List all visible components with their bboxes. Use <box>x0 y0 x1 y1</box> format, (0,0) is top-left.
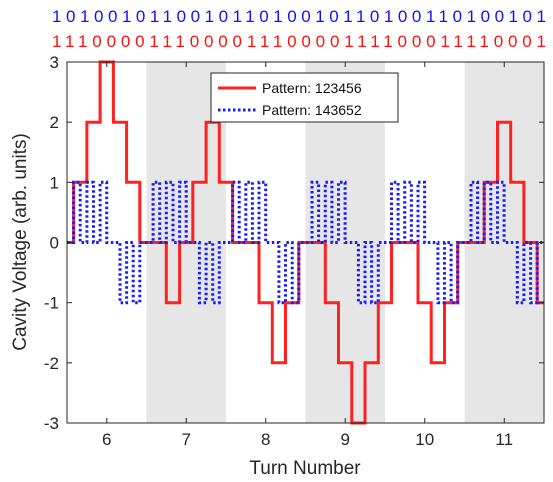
series-layer <box>67 60 544 425</box>
x-tick-label: 7 <box>182 430 191 449</box>
y-axis-label: Cavity Voltage (arb. units) <box>10 133 31 351</box>
x-tick-label: 11 <box>495 430 513 449</box>
x-tick-label: 9 <box>341 430 350 449</box>
x-axis-label: Turn Number <box>249 458 361 479</box>
y-tick-label: 1 <box>50 173 59 192</box>
x-tick-label: 10 <box>415 430 434 449</box>
series-line-143652 <box>67 180 544 305</box>
bit-row-blue: 101001011001011010010110100110100101 <box>52 7 546 26</box>
y-tick-label: 3 <box>50 53 59 72</box>
y-tick-label: -2 <box>44 354 59 373</box>
bit-row-red: 111000011100001110000111100011110001 <box>52 32 546 51</box>
legend: Pattern: 123456 Pattern: 143652 <box>210 72 399 123</box>
y-tick-label: 0 <box>50 234 59 253</box>
y-tick-label: -1 <box>44 294 59 313</box>
y-tick-label: -3 <box>44 414 59 433</box>
y-tick-label: 2 <box>50 113 59 132</box>
y-axis-ticks: 3 2 1 0 -1 -2 -3 <box>44 53 544 433</box>
legend-box <box>210 72 399 123</box>
x-axis-ticks: 6 7 8 9 10 11 <box>102 62 513 449</box>
legend-label-143652: Pattern: 143652 <box>262 102 362 118</box>
x-tick-label: 6 <box>102 430 111 449</box>
x-tick-label: 8 <box>261 430 270 449</box>
legend-label-123456: Pattern: 123456 <box>262 80 362 96</box>
